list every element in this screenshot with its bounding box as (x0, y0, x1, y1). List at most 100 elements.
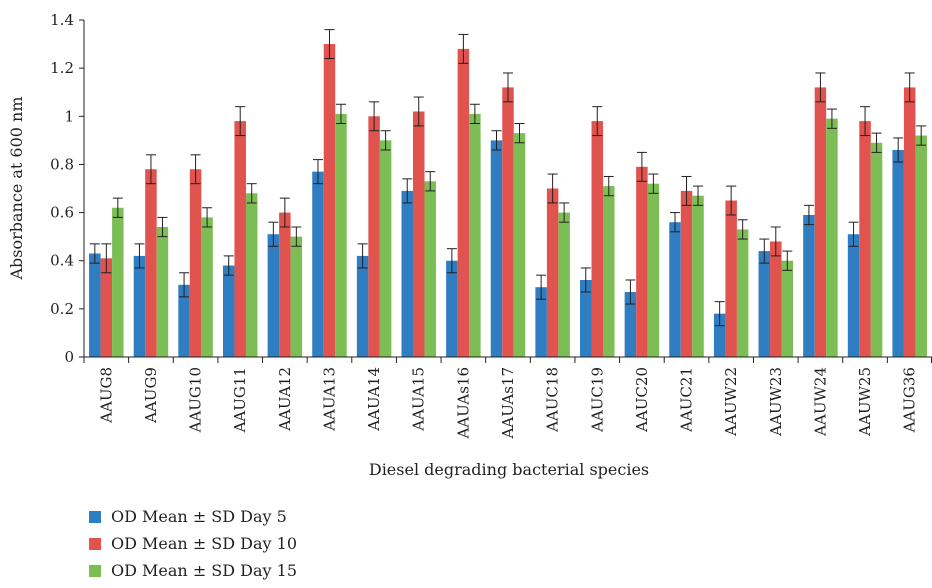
x-tick-label: AAUG10 (187, 367, 205, 433)
y-axis-title: Absorbance at 600 nm (7, 96, 26, 280)
axes-layer (83, 20, 932, 358)
bar-AAUA14-series-3 (379, 140, 392, 357)
bar-AAUG9-series-3 (156, 227, 169, 357)
x-tick-label: AAUW23 (767, 367, 785, 437)
y-tick-label: 0.8 (50, 155, 74, 173)
bar-AAUW22-series-3 (736, 229, 749, 357)
bar-AAUC21-series-2 (680, 190, 693, 357)
legend-label-2: OD Mean ± SD Day 10 (111, 534, 297, 553)
bar-AAUA14-series-1 (356, 255, 369, 357)
legend: OD Mean ± SD Day 5 OD Mean ± SD Day 10 OD … (89, 507, 297, 580)
bar-AAUAs16-series-2 (457, 48, 470, 358)
bar-AAUW23-series-2 (770, 241, 782, 357)
x-tick-label: AAUAs17 (499, 367, 517, 439)
x-tick-label: AAUC18 (544, 367, 562, 433)
bar-AAUA13-series-2 (323, 44, 336, 357)
bar-AAUG11-series-3 (245, 193, 258, 357)
bar-AAUA15-series-1 (401, 190, 413, 357)
bar-AAUA15-series-3 (424, 181, 436, 357)
x-tick-label: AAUG11 (231, 367, 249, 433)
y-tick-label: 0 (64, 348, 74, 366)
error-bars-layer (89, 29, 927, 327)
bar-AAUG36-series-2 (903, 87, 916, 358)
x-tick-label: AAUA13 (320, 367, 338, 432)
x-tick-label: AAUC20 (633, 367, 651, 433)
legend-swatch-1 (89, 511, 101, 523)
bar-AAUG36-series-3 (915, 135, 927, 357)
bar-AAUG8-series-2 (100, 258, 113, 357)
bar-AAUW23-series-1 (758, 251, 771, 357)
bar-AAUAs17-series-3 (513, 133, 526, 357)
bar-AAUC20-series-2 (636, 166, 648, 357)
bar-AAUG9-series-1 (133, 255, 146, 357)
bar-AAUG8-series-1 (89, 253, 101, 357)
bar-AAUC19-series-1 (580, 279, 592, 357)
x-tick-label: AAUW22 (722, 367, 740, 437)
bar-AAUW24-series-1 (803, 214, 815, 357)
bar-AAUG36-series-1 (892, 149, 904, 357)
bar-AAUW23-series-3 (781, 260, 794, 357)
legend-label-1: OD Mean ± SD Day 5 (111, 507, 287, 526)
x-tick-label: AAUW24 (811, 367, 829, 437)
x-tick-label: AAUW25 (856, 367, 874, 437)
bar-AAUC18-series-1 (535, 287, 547, 357)
bar-AAUC19-series-3 (603, 186, 615, 357)
x-tick-label: AAUAs16 (454, 367, 472, 439)
y-ticks: 0 0.2 0.4 0.6 0.8 1 1.2 1.4 (50, 11, 84, 366)
bar-AAUG11-series-1 (222, 265, 235, 357)
bar-AAUW25-series-3 (870, 142, 883, 357)
bar-AAUW25-series-1 (847, 234, 860, 357)
x-tick-label: AAUA15 (410, 367, 428, 432)
bar-AAUC20-series-3 (647, 183, 660, 357)
bar-AAUC19-series-2 (591, 121, 604, 357)
bar-AAUA12-series-3 (290, 236, 303, 357)
bar-AAUA15-series-2 (412, 111, 425, 357)
bar-AAUC18-series-2 (546, 188, 559, 357)
bar-AAUG10-series-2 (189, 169, 202, 357)
bar-AAUW24-series-2 (814, 87, 827, 358)
bar-AAUAs17-series-1 (490, 140, 503, 357)
bar-AAUAs17-series-2 (502, 87, 514, 358)
x-tick-label: AAUG8 (97, 367, 115, 424)
bar-AAUC20-series-1 (624, 292, 637, 357)
bar-AAUG10-series-3 (201, 217, 213, 357)
y-tick-label: 1.4 (50, 11, 74, 29)
bar-AAUA12-series-1 (267, 234, 280, 357)
bar-AAUG8-series-3 (112, 207, 124, 357)
bar-AAUW22-series-2 (725, 200, 737, 357)
legend-label-3: OD Mean ± SD Day 15 (111, 561, 297, 580)
x-tick-label: AAUC21 (678, 367, 696, 433)
x-tick-label: AAUC19 (588, 367, 606, 433)
bar-AAUW25-series-2 (859, 121, 871, 357)
bar-AAUA12-series-2 (279, 212, 291, 357)
x-tick-label: AAUG36 (901, 367, 919, 433)
bar-AAUG9-series-2 (145, 169, 157, 357)
bar-AAUA14-series-2 (368, 116, 380, 358)
y-tick-label: 1 (64, 107, 74, 125)
bar-AAUC21-series-1 (669, 222, 681, 357)
x-tick-label: AAUA12 (276, 367, 294, 432)
x-tick-label: AAUG9 (142, 367, 160, 424)
x-tick-label: AAUA14 (365, 367, 383, 432)
x-axis-title: Diesel degrading bacterial species (369, 460, 649, 479)
bar-AAUAs16-series-1 (446, 260, 458, 357)
bar-AAUA13-series-1 (312, 171, 324, 357)
bar-AAUW24-series-3 (826, 118, 838, 357)
bar-AAUC18-series-3 (558, 212, 570, 357)
bar-AAUW22-series-1 (713, 313, 726, 357)
y-tick-label: 1.2 (50, 59, 74, 77)
bars-layer (89, 44, 927, 358)
x-ticks: AAUG8 AAUG9 AAUG10 AAUG11 AAUA12 AAUA13 AAUA14… (83, 357, 932, 439)
y-tick-label: 0.4 (50, 252, 74, 270)
y-tick-label: 0.6 (50, 204, 74, 222)
legend-swatch-2 (89, 538, 101, 550)
bar-AAUAs16-series-3 (469, 113, 481, 357)
y-tick-label: 0.2 (50, 300, 74, 318)
bar-AAUG11-series-2 (234, 121, 246, 357)
bar-AAUC21-series-3 (692, 195, 704, 357)
legend-swatch-3 (89, 565, 101, 577)
bar-AAUA13-series-3 (335, 113, 347, 357)
bar-AAUG10-series-1 (178, 284, 190, 357)
